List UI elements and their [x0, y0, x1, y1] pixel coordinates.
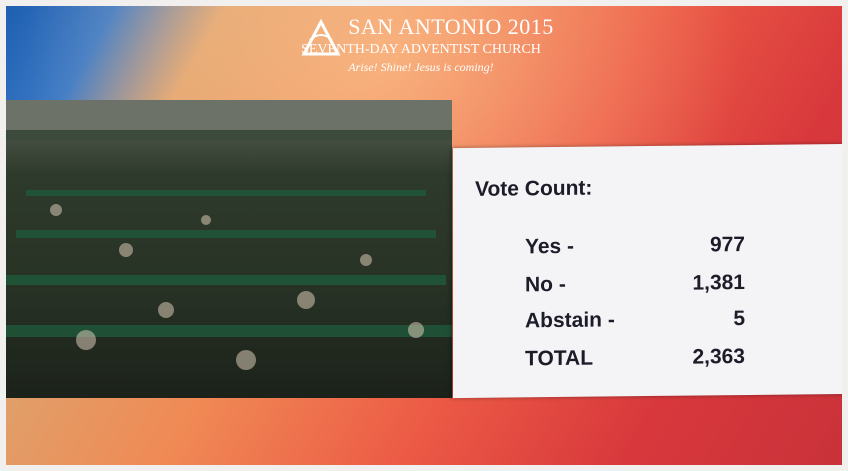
logo-text: SAN ANTONIO 2015 — [346, 14, 556, 40]
tagline: Arise! Shine! Jesus is coming! — [286, 60, 556, 75]
logo-icon — [296, 16, 346, 56]
vote-row: Yes - 977 — [525, 233, 745, 235]
vote-panel: Vote Count: Yes - 977 No - 1,381 Abstain… — [453, 144, 842, 398]
vote-value: 2,363 — [692, 345, 745, 370]
vote-label: Abstain - — [525, 308, 615, 333]
vote-label: TOTAL — [525, 347, 593, 372]
vote-value: 5 — [733, 307, 745, 331]
vote-row: TOTAL 2,363 — [525, 345, 745, 347]
header: SAN ANTONIO 2015 SEVENTH-DAY ADVENTIST C… — [286, 14, 556, 75]
vote-title: Vote Count: — [475, 177, 592, 202]
page: {"header": {"logo_text": "SAN ANTONIO 20… — [0, 0, 848, 471]
vote-row: Abstain - 5 — [525, 307, 745, 309]
screen: SAN ANTONIO 2015 SEVENTH-DAY ADVENTIST C… — [6, 6, 842, 465]
vote-label: Yes - — [525, 235, 574, 260]
vote-value: 977 — [710, 233, 745, 257]
vote-value: 1,381 — [692, 271, 745, 296]
vote-label: No - — [525, 273, 566, 297]
vote-row: No - 1,381 — [525, 271, 745, 273]
crowd — [6, 100, 452, 398]
crowd-photo — [6, 100, 452, 398]
